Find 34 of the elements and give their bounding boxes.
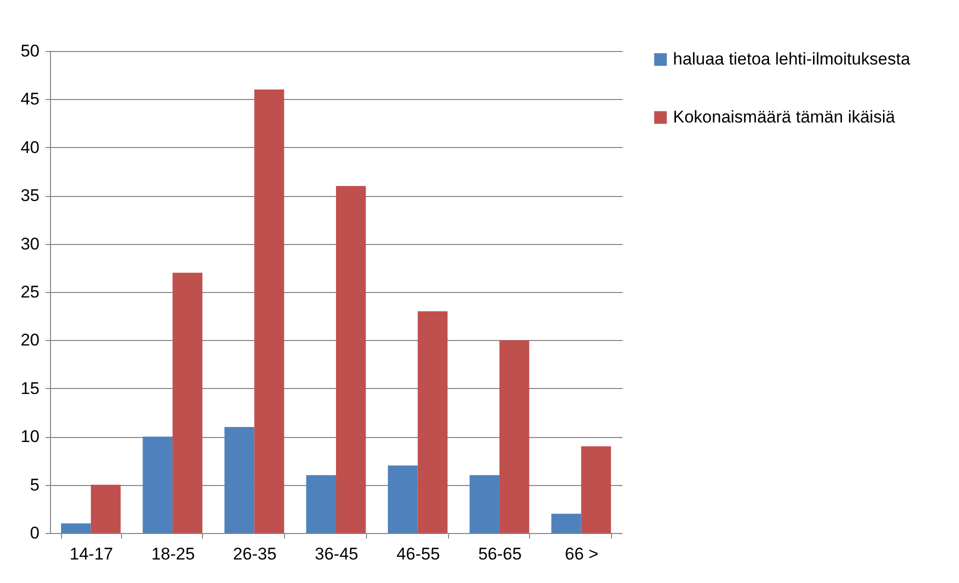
bar: [581, 446, 611, 533]
bar: [418, 311, 448, 533]
y-tick-label: 5: [30, 475, 40, 494]
legend-label: haluaa tietoa lehti-ilmoituksesta: [673, 50, 911, 68]
bar: [470, 475, 500, 533]
x-tick-label: 36-45: [314, 544, 358, 564]
bar: [499, 340, 530, 533]
y-tick-label: 45: [20, 90, 40, 109]
bar: [254, 90, 284, 533]
x-tick-label: 26-35: [233, 544, 277, 564]
y-tick-label: 50: [20, 42, 40, 60]
x-tick-label: 56-65: [478, 544, 522, 564]
bar: [336, 186, 366, 533]
bar: [224, 426, 254, 533]
bar: [551, 514, 582, 533]
x-tick-label: 18-25: [151, 544, 195, 564]
bar: [90, 484, 121, 533]
y-tick-label: 40: [20, 138, 40, 157]
y-tick-label: 20: [20, 330, 40, 350]
y-tick-label: 30: [20, 234, 40, 254]
y-tick-label: 35: [20, 186, 40, 206]
bar: [142, 436, 173, 533]
y-tick-label: 25: [20, 282, 40, 302]
bar: [306, 475, 336, 533]
y-tick-label: 10: [20, 427, 40, 446]
x-tick-label: 14-17: [70, 544, 114, 564]
legend-label: Kokonaismäärä tämän ikäisiä: [673, 108, 896, 126]
bar: [388, 466, 418, 533]
bar: [172, 272, 202, 533]
y-tick-label: 15: [20, 378, 40, 398]
bar: [61, 523, 91, 533]
x-tick-label: 46-55: [396, 544, 440, 564]
x-tick-label: 66 >: [564, 544, 598, 564]
y-tick-label: 0: [30, 524, 40, 542]
